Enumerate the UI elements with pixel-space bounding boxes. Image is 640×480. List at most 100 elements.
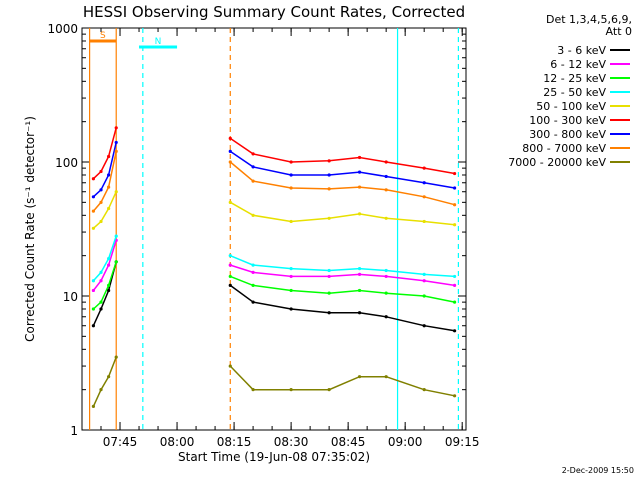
series-line bbox=[92, 261, 117, 310]
series-line bbox=[92, 151, 117, 212]
legend-label: 3 - 6 keV bbox=[557, 44, 606, 57]
data-point bbox=[99, 300, 103, 304]
data-point bbox=[99, 279, 103, 283]
series-line bbox=[229, 150, 455, 189]
data-point bbox=[357, 212, 362, 216]
data-point bbox=[99, 188, 103, 192]
y-tick-label: 1 bbox=[70, 424, 78, 438]
data-point bbox=[384, 375, 388, 379]
data-point bbox=[357, 185, 362, 189]
data-point bbox=[327, 187, 331, 191]
chart-title: HESSI Observing Summary Count Rates, Cor… bbox=[83, 3, 465, 21]
data-point bbox=[327, 173, 331, 177]
legend-header: Att 0 bbox=[606, 25, 632, 38]
data-point bbox=[452, 394, 457, 398]
data-point bbox=[422, 324, 426, 328]
data-point bbox=[422, 272, 426, 276]
data-point bbox=[384, 274, 388, 279]
data-point bbox=[251, 283, 255, 287]
data-point bbox=[107, 263, 111, 267]
data-point bbox=[289, 388, 293, 392]
x-tick-label: 07:45 bbox=[103, 435, 138, 449]
data-point bbox=[289, 267, 293, 271]
data-point bbox=[452, 274, 457, 279]
x-tick-label: 09:15 bbox=[445, 435, 480, 449]
legend-label: 800 - 7000 keV bbox=[522, 142, 606, 155]
data-point bbox=[327, 268, 331, 273]
series-line bbox=[229, 137, 455, 175]
data-point bbox=[422, 181, 426, 185]
data-point bbox=[251, 263, 255, 267]
data-point bbox=[452, 171, 457, 176]
data-point bbox=[384, 315, 388, 319]
data-point bbox=[452, 203, 457, 207]
data-point bbox=[452, 223, 457, 227]
data-point bbox=[327, 311, 331, 315]
data-point bbox=[452, 300, 457, 304]
data-point bbox=[107, 257, 111, 261]
data-point bbox=[452, 186, 457, 190]
data-point bbox=[228, 254, 232, 258]
data-point bbox=[384, 291, 388, 295]
data-point bbox=[251, 213, 255, 217]
data-point bbox=[384, 216, 388, 220]
data-point bbox=[384, 174, 388, 179]
data-point bbox=[422, 388, 426, 392]
data-point bbox=[289, 219, 293, 224]
data-point bbox=[99, 307, 103, 311]
data-point bbox=[452, 283, 457, 287]
x-tick-label: 09:00 bbox=[388, 435, 423, 449]
data-point bbox=[422, 219, 426, 224]
x-tick-label: 08:00 bbox=[160, 435, 195, 449]
series-line bbox=[92, 127, 117, 180]
series-line bbox=[229, 201, 455, 226]
data-point bbox=[289, 288, 293, 293]
series-line bbox=[92, 261, 117, 327]
data-point bbox=[289, 173, 293, 177]
data-point bbox=[114, 190, 118, 194]
data-point bbox=[357, 272, 362, 276]
data-point bbox=[327, 388, 331, 392]
y-tick-label: 10 bbox=[63, 290, 78, 304]
data-point bbox=[289, 186, 293, 190]
data-point bbox=[228, 263, 232, 267]
data-point bbox=[91, 279, 96, 283]
data-point bbox=[357, 375, 362, 379]
y-tick-label: 1000 bbox=[47, 22, 78, 36]
data-point bbox=[327, 159, 331, 163]
timestamp: 2-Dec-2009 15:50 bbox=[561, 466, 634, 475]
data-point bbox=[107, 206, 111, 211]
series-line bbox=[92, 191, 117, 229]
legend-label: 50 - 100 keV bbox=[536, 100, 606, 113]
data-point bbox=[91, 226, 96, 230]
legend-label: 300 - 800 keV bbox=[529, 128, 606, 141]
data-point bbox=[357, 155, 362, 160]
data-point bbox=[251, 270, 255, 275]
x-axis-label: Start Time (19-Jun-08 07:35:02) bbox=[178, 450, 370, 464]
data-point bbox=[114, 355, 118, 359]
series-line bbox=[92, 142, 117, 198]
data-point bbox=[107, 173, 111, 177]
data-point bbox=[422, 294, 426, 298]
data-point bbox=[251, 152, 255, 156]
data-point bbox=[107, 185, 111, 189]
legend-header: Det 1,3,4,5,6,9, bbox=[546, 13, 632, 26]
series-line bbox=[92, 356, 117, 407]
data-point bbox=[384, 268, 388, 273]
data-point bbox=[228, 274, 232, 279]
data-point bbox=[327, 291, 331, 295]
data-point bbox=[422, 279, 426, 283]
data-point bbox=[91, 209, 96, 213]
data-point bbox=[289, 307, 293, 311]
data-point bbox=[357, 311, 362, 315]
data-point bbox=[114, 126, 118, 130]
data-point bbox=[422, 195, 426, 199]
data-point bbox=[114, 234, 118, 238]
data-layer: SN bbox=[89, 28, 459, 430]
series-line bbox=[230, 255, 455, 278]
data-point bbox=[384, 160, 388, 164]
data-point bbox=[91, 324, 96, 328]
x-tick-label: 08:30 bbox=[274, 435, 309, 449]
data-point bbox=[357, 267, 362, 271]
